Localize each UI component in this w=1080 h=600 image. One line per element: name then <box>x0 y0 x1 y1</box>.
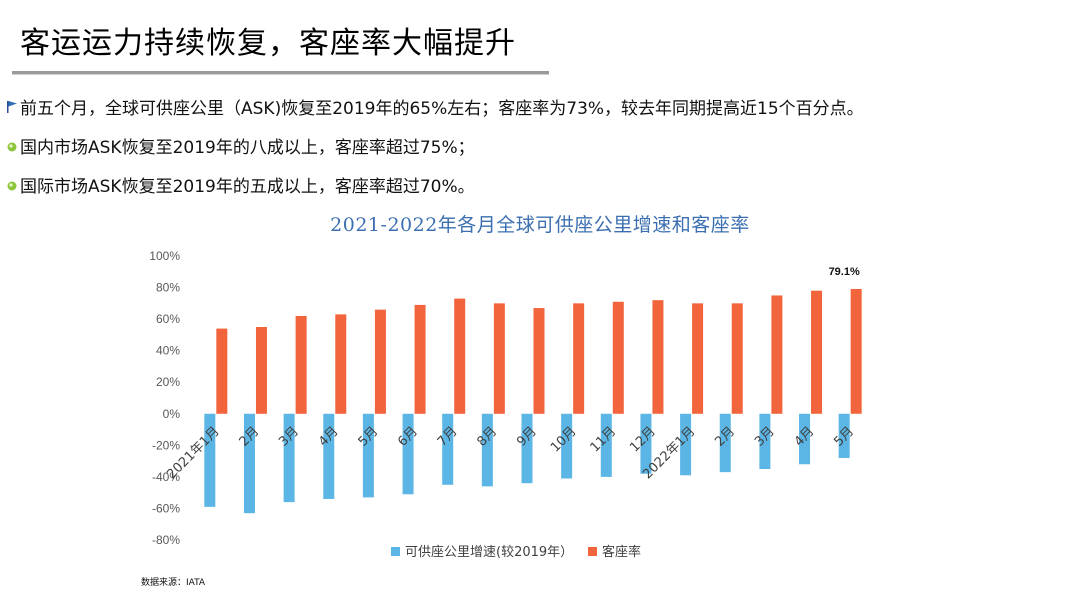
x-category-label: 5月 <box>356 424 382 450</box>
bar-ask-growth <box>243 413 255 514</box>
x-category-label: 2月 <box>712 424 738 450</box>
bar-ask-growth <box>521 413 533 484</box>
bar-ask-growth <box>600 413 612 477</box>
x-category-label: 7月 <box>435 424 461 450</box>
y-tick-label: 0% <box>163 407 181 421</box>
green-bullet-icon <box>6 177 18 197</box>
y-tick-label: 40% <box>156 344 180 358</box>
bar-load-factor <box>612 301 624 414</box>
bar-load-factor <box>573 303 585 414</box>
bar-ask-growth <box>719 413 731 473</box>
legend-label-ask: 可供座公里增速(较2019年） <box>405 545 573 560</box>
bar-load-factor <box>454 298 466 414</box>
x-category-label: 3月 <box>752 424 778 450</box>
bar-load-factor <box>692 303 704 414</box>
x-category-label: 3月 <box>276 424 302 450</box>
bar-ask-growth <box>323 413 335 499</box>
x-category-label: 8月 <box>475 424 501 450</box>
bar-load-factor <box>850 288 862 414</box>
bar-load-factor <box>374 309 386 414</box>
bar-ask-growth <box>561 413 573 479</box>
bar-load-factor <box>216 328 228 414</box>
legend-swatch-load <box>588 547 597 556</box>
bar-ask-growth <box>640 413 652 474</box>
bar-load-factor <box>811 290 823 414</box>
bullet-text: 国内市场ASK恢复至2019年的八成以上，客座率超过75%； <box>20 138 475 158</box>
y-tick-label: -20% <box>152 438 180 452</box>
legend-swatch-ask <box>391 547 400 556</box>
bullet-line-1: 前五个月，全球可供座公里（ASK)恢复至2019年的65%左右；客座率为73%，… <box>6 94 864 119</box>
y-tick-label: -40% <box>152 470 180 484</box>
x-category-label: 2月 <box>237 424 263 450</box>
bar-ask-growth <box>283 413 295 503</box>
bar-load-factor <box>295 315 307 414</box>
bar-ask-growth <box>759 413 771 469</box>
x-category-label: 6月 <box>395 424 421 450</box>
bar-ask-growth <box>362 413 374 498</box>
data-label: 79.1% <box>829 266 860 278</box>
blue-flag-icon <box>6 99 18 119</box>
y-tick-label: 20% <box>156 375 180 389</box>
bar-load-factor <box>493 303 505 414</box>
bullet-line-3: 国际市场ASK恢复至2019年的五成以上，客座率超过70%。 <box>6 172 475 197</box>
x-category-label: 4月 <box>316 424 342 450</box>
data-source: 数据来源：IATA <box>141 578 206 588</box>
x-category-label: 5月 <box>831 424 857 450</box>
y-tick-label: 100% <box>149 249 180 263</box>
bar-load-factor <box>533 308 545 414</box>
page-title: 客运运力持续恢复，客座率大幅提升 <box>20 26 516 61</box>
bar-ask-growth <box>204 413 216 507</box>
bullet-text: 国际市场ASK恢复至2019年的五成以上，客座率超过70%。 <box>20 177 475 197</box>
bar-load-factor <box>731 303 743 414</box>
bar-ask-growth <box>799 413 811 465</box>
bar-load-factor <box>255 327 267 414</box>
y-tick-label: -80% <box>152 533 180 547</box>
y-tick-label: 60% <box>156 312 180 326</box>
green-bullet-icon <box>6 138 18 158</box>
x-category-label: 9月 <box>514 424 540 450</box>
bar-load-factor <box>771 295 783 414</box>
bar-load-factor <box>335 314 347 414</box>
title-underline <box>12 71 549 75</box>
y-tick-label: 80% <box>156 281 180 295</box>
bullet-line-2: 国内市场ASK恢复至2019年的八成以上，客座率超过75%； <box>6 133 475 158</box>
legend-label-load: 客座率 <box>602 544 641 560</box>
bar-ask-growth <box>402 413 414 495</box>
y-tick-label: -60% <box>152 501 180 515</box>
bar-ask-growth <box>680 413 692 476</box>
bar-load-factor <box>414 304 426 414</box>
x-category-label: 4月 <box>792 424 818 450</box>
bar-ask-growth <box>838 413 850 458</box>
bar-load-factor <box>652 300 664 414</box>
bar-ask-growth <box>481 413 493 487</box>
chart-title: 2021-2022年各月全球可供座公里增速和客座率 <box>330 214 750 236</box>
bullet-text: 前五个月，全球可供座公里（ASK)恢复至2019年的65%左右；客座率为73%，… <box>20 99 864 119</box>
bar-ask-growth <box>442 413 454 485</box>
